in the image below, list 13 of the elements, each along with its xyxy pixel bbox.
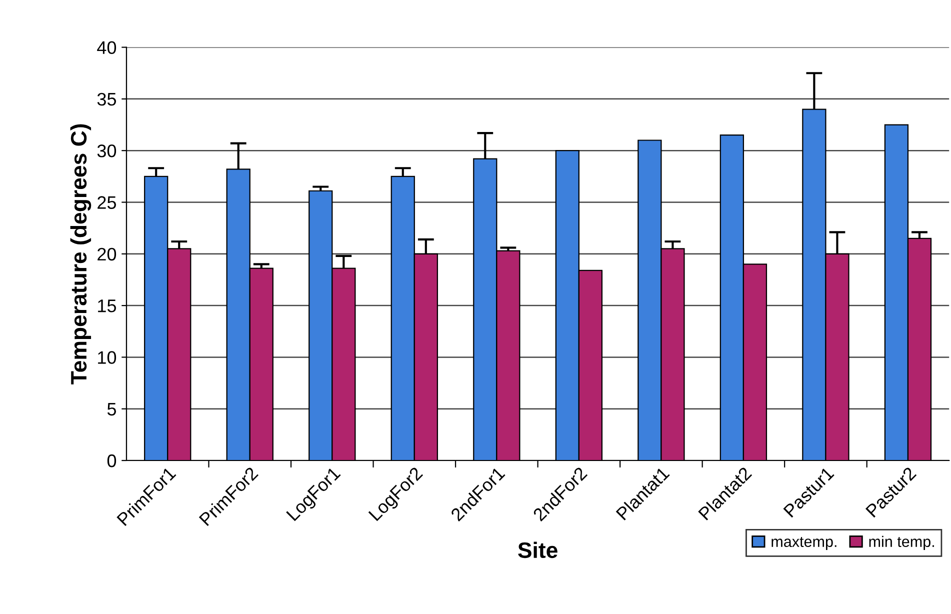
y-tick-label: 35 <box>97 92 116 106</box>
y-tick-label: 40 <box>97 41 116 54</box>
y-tick-label: 0 <box>107 454 116 468</box>
x-axis-title: Site <box>518 542 558 558</box>
legend-label: maxtemp. <box>772 537 836 550</box>
y-tick-label: 10 <box>98 351 116 364</box>
legend-label: min temp. <box>869 536 934 550</box>
y-tick-label: 25 <box>98 196 116 209</box>
y-tick-label: 15 <box>98 300 116 312</box>
y-tick-label: 30 <box>97 144 116 158</box>
y-tick-label: 5 <box>107 402 116 416</box>
y-axis-title: Temperature (degrees C) <box>70 124 92 384</box>
y-tick-label: 20 <box>98 248 116 261</box>
